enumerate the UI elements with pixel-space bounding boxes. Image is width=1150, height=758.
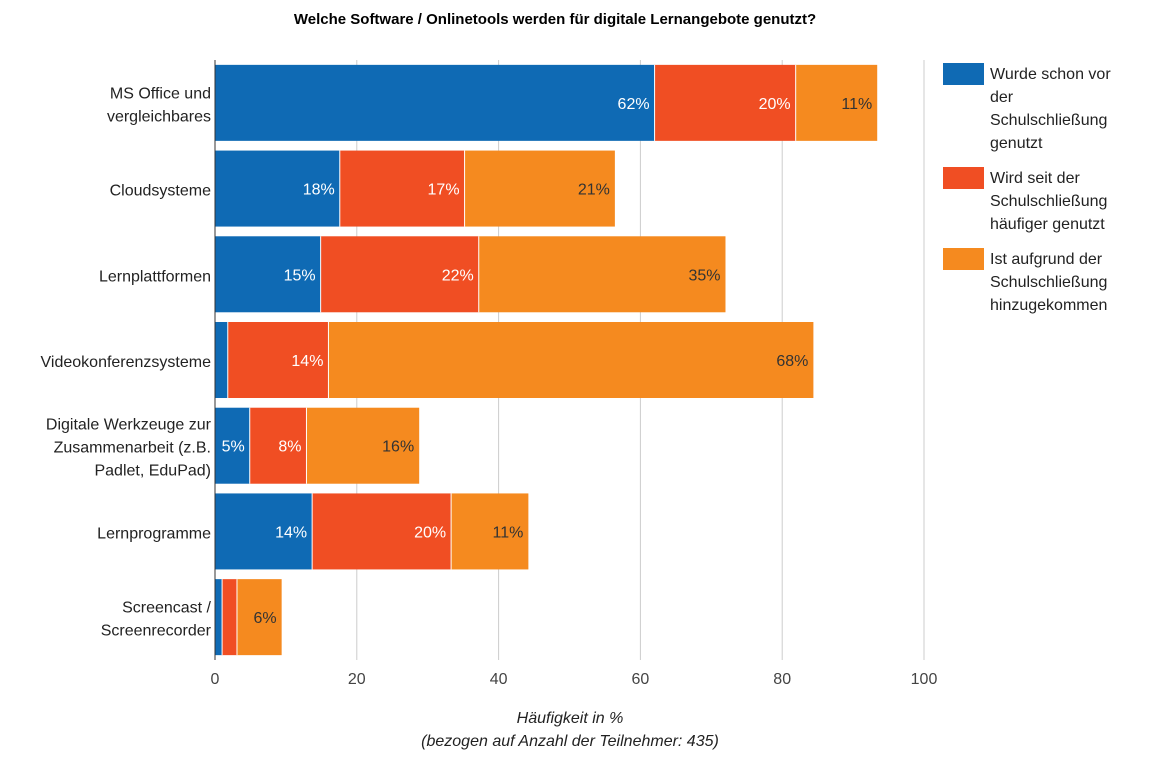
x-tick-label: 40 (490, 671, 508, 688)
data-label: 68% (776, 353, 808, 370)
data-label: 14% (291, 353, 323, 370)
bar-segment (654, 64, 796, 141)
bar-segment (215, 150, 340, 227)
chart-title: Welche Software / Onlinetools werden für… (294, 11, 816, 28)
data-label: 14% (275, 524, 307, 541)
data-label: 5% (222, 439, 245, 456)
data-label: 8% (278, 439, 301, 456)
bar-segment (306, 407, 420, 484)
legend: Wurde schon vor der Schulschließung genutzt… (943, 63, 1111, 314)
data-label: 15% (284, 267, 316, 284)
bar-segment (215, 493, 313, 570)
category-label: Lernprogramme (97, 525, 211, 542)
data-label: 18% (303, 182, 335, 199)
data-label: 22% (442, 267, 474, 284)
data-label: 6% (254, 610, 277, 627)
bar-segment (312, 493, 452, 570)
x-tick-label: 0 (211, 671, 220, 688)
bar-segment (249, 407, 307, 484)
legend-swatch (943, 167, 984, 189)
category-label: Screencast / Screenrecorder (101, 600, 212, 640)
data-label: 20% (759, 96, 791, 113)
bar-segment (215, 322, 228, 398)
bar-segment (227, 322, 329, 398)
data-label: 20% (414, 524, 446, 541)
bar-segment (320, 236, 479, 313)
legend-label: Wird seit der Schulschließung häufiger gen… (990, 170, 1107, 233)
bar-segment (215, 407, 250, 484)
data-label: 11% (493, 524, 524, 541)
bar-segment (215, 579, 223, 656)
x-tick-label: 80 (773, 671, 791, 688)
data-label: 21% (578, 182, 610, 199)
category-label: Cloudsysteme (110, 183, 211, 200)
x-axis-sublabel: (bezogen auf Anzahl der Teilnehmer: 435) (421, 733, 719, 750)
legend-swatch (943, 63, 984, 85)
bar-segment (215, 236, 321, 313)
bar-segment (236, 579, 282, 656)
x-axis-label: Häufigkeit in % (517, 710, 624, 727)
bar-segment (451, 493, 529, 570)
x-tick-labels: 0 20 40 60 80 100 (211, 671, 938, 688)
data-label: 11% (841, 96, 872, 113)
x-tick-label: 20 (348, 671, 366, 688)
category-label: Digitale Werkzeuge zur Zusammenarbeit (z.… (46, 417, 212, 480)
category-label: Videokonferenzsysteme (41, 354, 212, 371)
legend-label: Wurde schon vor der Schulschließung genutzt (990, 66, 1111, 152)
bar-segment (339, 150, 465, 227)
bar-segment (222, 579, 237, 656)
bar-segment (215, 64, 655, 141)
category-label: Lernplattformen (99, 268, 211, 285)
bars: 62% 20% 11% 18% 17% 21% 15% 22% 35% 14% 68% 5% 8% 16%… (215, 64, 878, 656)
data-label: 62% (618, 96, 650, 113)
bar-segment (795, 64, 878, 141)
category-labels: MS Office und vergleichbares Cloudsysteme L… (41, 85, 212, 639)
legend-swatch (943, 248, 984, 270)
data-label: 17% (428, 182, 460, 199)
data-label: 35% (688, 267, 720, 284)
data-label: 16% (382, 439, 414, 456)
bar-segment (478, 236, 726, 313)
x-tick-label: 100 (911, 671, 938, 688)
bar-segment (464, 150, 615, 227)
category-label: MS Office und vergleichbares (107, 85, 211, 125)
legend-label: Ist aufgrund der Schulschließung hinzugeko… (990, 251, 1107, 314)
x-tick-label: 60 (632, 671, 650, 688)
bar-segment (328, 322, 814, 398)
